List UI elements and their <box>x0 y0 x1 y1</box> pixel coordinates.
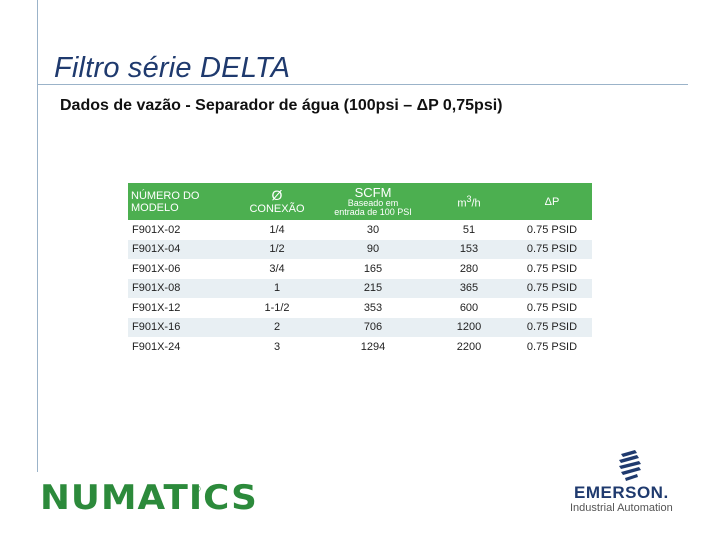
slide-subtitle: Dados de vazão - Separador de água (100p… <box>60 97 503 114</box>
emerson-logo-text: EMERSON. <box>574 483 669 502</box>
cell-dp: 0.75 PSID <box>526 223 578 236</box>
cell-model: F901X-06 <box>132 262 181 275</box>
cell-connection: 1/2 <box>269 243 285 256</box>
cell-scfm: 215 <box>363 282 383 295</box>
cell-scfm: 90 <box>366 243 380 256</box>
header-m3h: m3/h <box>426 183 512 220</box>
header-scfm: SCFM Baseado em entrada de 100 PSI <box>320 183 426 220</box>
cell-scfm: 706 <box>363 321 383 334</box>
cell-dp: 0.75 PSID <box>526 282 578 295</box>
cell-connection: 3/4 <box>269 262 285 275</box>
cell-m3h: 1200 <box>456 321 482 334</box>
table-row: F901X-16 2 706 1200 0.75 PSID <box>128 317 592 337</box>
table-row: F901X-24 3 1294 2200 0.75 PSID <box>128 337 592 357</box>
header-scfm-label: SCFM <box>354 184 392 200</box>
cell-connection: 1 <box>273 282 281 295</box>
table-row: F901X-06 3/4 165 280 0.75 PSID <box>128 259 592 279</box>
slide-title: Filtro série DELTA <box>54 52 291 84</box>
emerson-tagline: Industrial Automation <box>570 502 673 514</box>
header-model-line2: MODELO <box>131 201 179 214</box>
cell-scfm: 353 <box>363 301 383 314</box>
table-row: F901X-08 1 215 365 0.75 PSID <box>128 278 592 298</box>
cell-m3h: 280 <box>459 262 479 275</box>
cell-scfm: 30 <box>366 223 380 236</box>
header-scfm-sub1: Baseado em <box>347 197 399 208</box>
cell-dp: 0.75 PSID <box>526 340 578 353</box>
cell-model: F901X-04 <box>132 243 181 256</box>
table-row: F901X-04 1/2 90 153 0.75 PSID <box>128 239 592 259</box>
cell-connection: 3 <box>273 340 281 353</box>
cell-dp: 0.75 PSID <box>526 321 578 334</box>
header-dp-label: ΔP <box>544 195 560 208</box>
emerson-logo-icon <box>619 450 641 481</box>
table-header-row: NÚMERO DO MODELO Ø CONEXÃO SCFM Baseado … <box>128 183 592 220</box>
cell-m3h: 600 <box>459 301 479 314</box>
cell-m3h: 153 <box>459 243 479 256</box>
table-row: F901X-12 1-1/2 353 600 0.75 PSID <box>128 298 592 318</box>
cell-model: F901X-08 <box>132 282 181 295</box>
numatics-logo: NUMATICS <box>40 478 258 518</box>
cell-m3h: 51 <box>462 223 476 236</box>
header-connection: Ø CONEXÃO <box>234 183 320 220</box>
header-m3h-sup: 3 <box>466 194 472 205</box>
cell-dp: 0.75 PSID <box>526 243 578 256</box>
table-row: F901X-02 1/4 30 51 0.75 PSID <box>128 220 592 240</box>
vertical-rule <box>37 0 38 472</box>
numatics-registered-mark: ® <box>194 484 201 494</box>
header-m3h-base: m <box>457 197 467 210</box>
cell-scfm: 1294 <box>360 340 386 353</box>
cell-dp: 0.75 PSID <box>526 262 578 275</box>
cell-connection: 2 <box>273 321 281 334</box>
cell-scfm: 165 <box>363 262 383 275</box>
header-dp: ΔP <box>512 183 592 220</box>
header-conn-symbol: Ø <box>271 186 283 203</box>
header-scfm-sub2: entrada de 100 PSI <box>334 206 412 217</box>
flow-data-table: NÚMERO DO MODELO Ø CONEXÃO SCFM Baseado … <box>128 183 592 357</box>
cell-m3h: 365 <box>459 282 479 295</box>
cell-connection: 1-1/2 <box>264 301 290 314</box>
cell-model: F901X-24 <box>132 340 181 353</box>
header-model: NÚMERO DO MODELO <box>128 183 234 220</box>
cell-model: F901X-16 <box>132 321 181 334</box>
cell-model: F901X-12 <box>132 301 181 314</box>
header-model-line1: NÚMERO DO <box>131 189 200 202</box>
cell-dp: 0.75 PSID <box>526 301 578 314</box>
cell-m3h: 2200 <box>456 340 482 353</box>
cell-model: F901X-02 <box>132 223 181 236</box>
title-underline <box>37 84 688 85</box>
header-conn-label: CONEXÃO <box>249 202 305 215</box>
header-m3h-rest: /h <box>471 197 481 210</box>
cell-connection: 1/4 <box>269 223 285 236</box>
